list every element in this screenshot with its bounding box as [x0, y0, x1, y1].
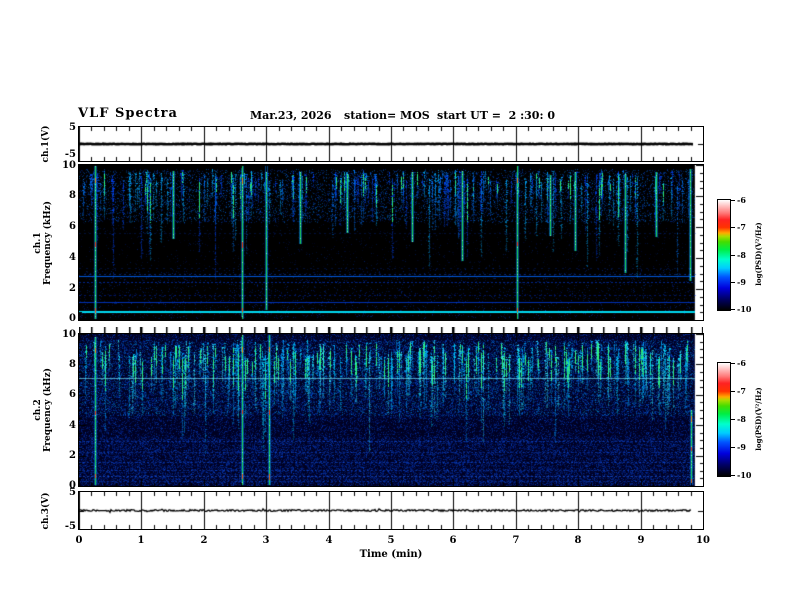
ch2-spec-ytick: 8	[69, 359, 76, 370]
ch3-waveform-canvas	[79, 492, 703, 529]
axis-tick-strip	[79, 322, 703, 341]
ch2-frequency-axis-label: ch.2 Frequency (kHz)	[33, 367, 53, 453]
ch1-waveform-canvas	[79, 127, 703, 161]
colorbar-tick-label: -6	[737, 358, 746, 368]
colorbar-tick-label: -8	[737, 414, 746, 424]
ch1-spec-ytick: 2	[69, 283, 76, 294]
colorbar-tick-label: -9	[737, 442, 746, 452]
ch1-spectrogram-panel	[78, 164, 704, 321]
ch2-spec-ytick: 2	[69, 450, 76, 461]
ch2-spectrogram-panel	[78, 333, 704, 487]
x-tick: 3	[262, 535, 270, 546]
ch2-spec-ytick: 4	[69, 420, 76, 431]
colorbar-tick	[730, 227, 735, 228]
x-tick: 9	[637, 535, 645, 546]
colorbar-ch1	[717, 199, 731, 311]
ch2-spec-ytick: 0	[69, 480, 76, 491]
x-tick: 6	[449, 535, 457, 546]
colorbar-tick	[730, 309, 735, 310]
colorbar-tick	[730, 282, 735, 283]
colorbar-tick	[730, 475, 735, 476]
colorbar-axis-label: log(PSD)(V²/Hz)	[754, 386, 763, 451]
colorbar-tick-label: -6	[737, 195, 746, 205]
colorbar-axis-label: log(PSD)(V²/Hz)	[754, 222, 763, 286]
ch2-spectrogram-canvas	[79, 334, 703, 486]
colorbar-tick-label: -7	[737, 386, 746, 396]
page-title: VLF Spectra	[78, 106, 178, 121]
colorbar-gradient	[718, 200, 730, 310]
ch1-spec-ytick: 4	[69, 252, 76, 263]
ch1-wave-ytick: 5	[69, 122, 76, 133]
start-ut-label: start UT = 2 :30: 0	[437, 109, 555, 122]
x-tick: 4	[325, 535, 333, 546]
colorbar-tick-label: -7	[737, 222, 746, 232]
tick-strip-canvas	[79, 327, 703, 337]
colorbar-gradient	[718, 363, 730, 476]
colorbar-tick	[730, 419, 735, 420]
colorbar-ch2	[717, 362, 731, 477]
x-tick: 5	[387, 535, 395, 546]
ch2-spec-ytick: 10	[62, 329, 76, 340]
ch2-spec-ytick: 6	[69, 389, 76, 400]
colorbar-tick-label: -9	[737, 277, 746, 287]
ch1-spec-ytick: 10	[62, 160, 76, 171]
x-axis-title: Time (min)	[359, 549, 423, 560]
x-tick: 7	[512, 535, 520, 546]
ch3-wave-ytick: 5	[69, 487, 76, 498]
ch1-voltage-axis-label: ch.1(V)	[41, 125, 51, 163]
colorbar-tick	[730, 391, 735, 392]
ch3-voltage-axis-label: ch.3(V)	[41, 492, 51, 529]
ch1-wave-ytick: -5	[64, 149, 76, 160]
date-label: Mar.23, 2026	[250, 109, 332, 122]
x-tick: 1	[137, 535, 145, 546]
ch3-wave-ytick: -5	[64, 521, 76, 532]
ch1-spec-ytick: 6	[69, 221, 76, 232]
x-tick: 0	[75, 535, 83, 546]
x-tick: 8	[574, 535, 582, 546]
ch1-spec-ytick: 0	[69, 313, 76, 324]
ch1-waveform-panel	[78, 126, 704, 162]
colorbar-tick-label: -10	[737, 470, 752, 480]
x-tick: 10	[696, 535, 710, 546]
colorbar-tick	[730, 200, 735, 201]
ch3-waveform-panel	[78, 491, 704, 530]
colorbar-tick-label: -8	[737, 250, 746, 260]
colorbar-tick-label: -10	[737, 304, 752, 314]
colorbar-tick	[730, 255, 735, 256]
ch1-frequency-axis-label: ch.1 Frequency (kHz)	[33, 200, 53, 285]
ch1-spectrogram-canvas	[79, 165, 703, 320]
x-tick: 2	[200, 535, 208, 546]
ch1-spec-ytick: 8	[69, 190, 76, 201]
colorbar-tick	[730, 363, 735, 364]
station-label: station= MOS	[344, 109, 430, 122]
colorbar-tick	[730, 447, 735, 448]
